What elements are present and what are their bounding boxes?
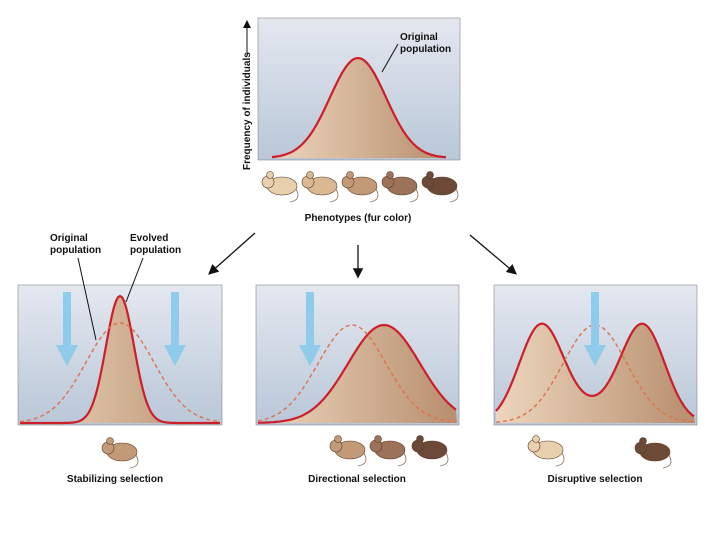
x-axis-label: Phenotypes (fur color) <box>305 213 412 224</box>
mouse <box>397 452 407 467</box>
selection-arrow <box>164 345 186 366</box>
selection-arrow <box>56 345 78 366</box>
arrow <box>469 234 517 275</box>
mouse <box>416 435 424 443</box>
mouse <box>555 452 565 467</box>
leader-line <box>125 257 144 303</box>
evolved-curve <box>271 56 447 159</box>
original-curve <box>19 322 221 423</box>
mice <box>101 171 672 469</box>
mouse <box>129 454 139 469</box>
evolved-curve <box>20 294 220 425</box>
mouse <box>106 437 114 445</box>
arrow <box>208 232 256 275</box>
y-axis-label: Frequency of individuals <box>242 52 253 170</box>
leader-line <box>77 257 97 341</box>
selection-arrow <box>299 345 321 366</box>
mouse <box>532 435 540 443</box>
annotation: Original population <box>400 32 451 55</box>
mouse <box>306 171 314 179</box>
selection-arrow <box>171 292 179 347</box>
mouse <box>449 188 459 203</box>
mouse <box>369 188 379 203</box>
mouse <box>662 454 672 469</box>
panel-label: Stabilizing selection <box>67 474 163 485</box>
annotation: Evolved population <box>130 233 181 256</box>
selection-arrow <box>584 345 606 366</box>
panel-label: Disruptive selection <box>547 474 642 485</box>
selection-arrow <box>591 292 599 347</box>
mouse <box>357 452 367 467</box>
evolved-curve <box>257 323 457 424</box>
leader-line <box>381 43 399 73</box>
original-curve <box>257 324 457 423</box>
curve-fill <box>258 325 457 423</box>
mouse <box>374 435 382 443</box>
mouse <box>329 188 339 203</box>
original-curve <box>495 324 695 423</box>
panel-label: Directional selection <box>308 474 406 485</box>
mouse <box>266 171 274 179</box>
mouse <box>346 171 354 179</box>
mouse <box>426 171 434 179</box>
selection-arrow <box>306 292 314 347</box>
mouse <box>334 435 342 443</box>
mouse <box>639 437 647 445</box>
curve-fill <box>496 323 695 423</box>
mouse <box>439 452 449 467</box>
mouse <box>289 188 299 203</box>
annotation: Original population <box>50 233 101 256</box>
selection-arrow <box>63 292 71 347</box>
evolved-curve <box>495 322 695 418</box>
curves <box>19 56 695 425</box>
mouse <box>386 171 394 179</box>
mouse <box>409 188 419 203</box>
curve-fill <box>20 296 220 423</box>
curve-fill <box>272 58 446 158</box>
